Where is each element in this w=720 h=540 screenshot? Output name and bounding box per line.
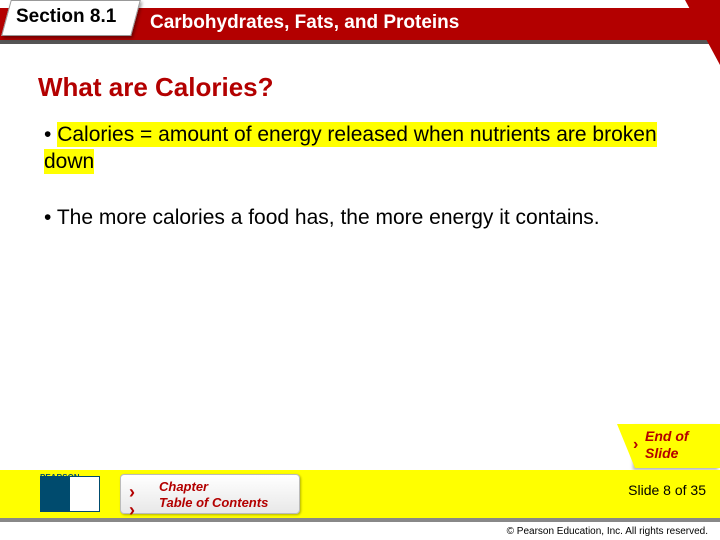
footer-band [0,470,720,518]
slide-container: Section 8.1 Carbohydrates, Fats, and Pro… [0,0,720,540]
bullet-2: • The more calories a food has, the more… [38,204,680,231]
toc-button[interactable]: ›› Chapter Table of Contents [120,474,300,514]
end-slide-tab[interactable]: › End of Slide [635,424,720,468]
bullet-2-text: The more calories a food has, the more e… [57,206,600,229]
bullet-1: • Calories = amount of energy released w… [38,121,680,176]
copyright-text: © Pearson Education, Inc. All rights res… [507,526,708,537]
chevron-stack-icon: ›› [129,483,135,519]
footer-band-shadow [0,518,720,522]
corner-accent [685,0,720,65]
toc-line2: Table of Contents [159,495,268,510]
chevron-right-icon: › [633,436,638,454]
slide-number: Slide 8 of 35 [628,482,706,498]
toc-text: Chapter Table of Contents [159,479,268,510]
page-heading: What are Calories? [38,72,680,103]
bullet-1-text: Calories = amount of energy released whe… [44,122,657,174]
header-band-shadow [0,40,720,44]
end-slide-text: End of Slide [645,428,689,462]
section-label: Section 8.1 [16,6,116,28]
section-title: Carbohydrates, Fats, and Proteins [150,12,459,34]
end-line1: End of [645,428,689,444]
pearson-logo-icon [40,476,100,512]
end-line2: Slide [645,445,678,461]
content-area: What are Calories? • Calories = amount o… [38,72,680,259]
toc-line1: Chapter [159,479,208,494]
